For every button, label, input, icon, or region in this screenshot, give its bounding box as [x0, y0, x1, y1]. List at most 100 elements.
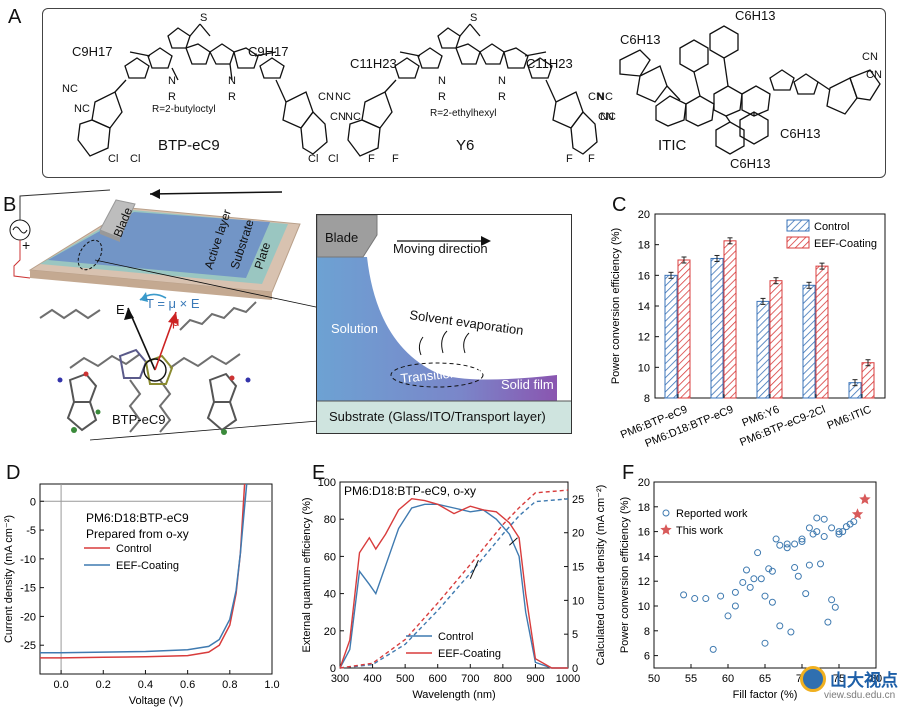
panel-label-f: F: [622, 462, 635, 484]
x-axis-label: Fill factor (%): [733, 689, 798, 701]
data-point: [724, 612, 732, 620]
panel-label-e: E: [312, 462, 326, 484]
n-label: N: [168, 75, 176, 87]
data-point: [820, 533, 828, 541]
x-tick-label: 900: [526, 673, 544, 685]
data-point: [783, 540, 791, 548]
field-vector-label: E: [116, 302, 125, 317]
y-tick-label: 10: [638, 601, 650, 613]
x-tick-label: 300: [331, 673, 349, 685]
legend-label: Reported work: [676, 508, 748, 520]
n-label: N: [438, 75, 446, 87]
data-point: [731, 602, 739, 610]
data-point: [761, 639, 769, 647]
nc-label: NC: [74, 103, 90, 115]
y-tick-label: 12: [638, 576, 650, 588]
data-point: [691, 595, 699, 603]
x-axis-label: Wavelength (nm): [412, 689, 495, 701]
nc-label: NC: [62, 83, 78, 95]
n-label: N: [228, 75, 236, 87]
legend-label: EEF-Coating: [814, 238, 877, 250]
eqe-curve: [339, 503, 568, 669]
data-point-star: [851, 508, 864, 520]
data-point: [824, 618, 832, 626]
data-point: [787, 628, 795, 636]
y-tick-label: 0: [30, 496, 36, 508]
data-point: [828, 524, 836, 532]
halogen-label: F: [566, 153, 573, 165]
x-tick-label: 1000: [556, 673, 580, 685]
eqe-curve: [339, 497, 568, 669]
r-label: R: [168, 91, 176, 103]
x-tick-label: 600: [429, 673, 447, 685]
data-point: [791, 564, 799, 572]
nc-label: NC: [335, 91, 351, 103]
y-tick-label: 40: [324, 589, 336, 601]
legend-label: EEF-Coating: [116, 560, 179, 572]
r-label: R: [228, 91, 236, 103]
data-point: [709, 645, 717, 653]
bar: [664, 274, 678, 399]
data-point: [702, 595, 710, 603]
alkyl-chain-label: C9H17: [248, 44, 288, 59]
nc-label: NC: [597, 91, 613, 103]
y-tick-label: 10: [638, 362, 650, 374]
data-point: [739, 578, 747, 586]
halogen-label: Cl: [130, 153, 140, 165]
panel-b-inset-drawing: Blade Moving direction Solution Solvent …: [317, 215, 571, 433]
solvent-evaporation-label: Solvent evaporation: [409, 307, 525, 338]
y-tick-label: 16: [638, 270, 650, 282]
panel-a-frame: [42, 8, 886, 178]
atom-label: S: [470, 12, 477, 24]
alkyl-chain-label: C11H23: [526, 56, 573, 71]
y-tick-label: 8: [644, 626, 650, 638]
alkyl-chain-label: C11H23: [350, 56, 397, 71]
cn-label: CN: [862, 51, 878, 63]
y-axis-label: Power conversion efficiency (%): [610, 228, 622, 384]
y-tick-label: 14: [638, 551, 650, 563]
bar: [677, 259, 691, 399]
x-tick-label: PM6:ITIC: [826, 404, 874, 433]
atom-label: S: [200, 12, 207, 24]
y-axis-label: Power conversion efficiency (%): [619, 497, 631, 653]
x-tick-label: 0.0: [53, 679, 68, 691]
chart-e-eqe: 300 400 500 600 700 800 900 1000020406080100051…: [301, 477, 607, 701]
y2-tick-label: 0: [572, 663, 578, 675]
data-point: [798, 538, 806, 546]
annotation: PM6:D18:BTP-eC9: [86, 511, 189, 525]
molecule-name: ITIC: [658, 137, 686, 154]
y-tick-label: 8: [644, 393, 650, 405]
x-tick-label: 55: [685, 673, 697, 685]
cn-label: CN: [318, 91, 334, 103]
data-point: [798, 535, 806, 543]
y-tick-label: -20: [20, 611, 36, 623]
data-point: [746, 583, 754, 591]
data-point: [731, 588, 739, 596]
chart-f-scatter: 5055606570758068101214161820Fill factor …: [619, 477, 882, 701]
chart-d-jv-curves: 0.0 0.2 0.4 0.6 0.8 1.0 0 -5 -10 -15 -20 -25 Voltage…: [3, 483, 280, 707]
nc-label: NC: [345, 111, 361, 123]
alkyl-chain-label: C6H13: [730, 156, 770, 171]
solution-label: Solution: [331, 321, 378, 336]
plus-sign: +: [22, 237, 30, 253]
y2-tick-label: 10: [572, 595, 584, 607]
y-tick-label: 20: [638, 477, 650, 489]
data-point: [717, 592, 725, 600]
data-point: [850, 518, 858, 526]
x-tick-label: 1.0: [264, 679, 279, 691]
alkyl-chain-label: C6H13: [735, 8, 775, 23]
panel-a-structures: S S NC NC CN CN NC NC CN CN NC NC CN CN …: [62, 8, 882, 171]
x-tick-label: 0.4: [138, 679, 153, 691]
y-tick-label: 20: [638, 209, 650, 221]
x-tick-label: 0.2: [96, 679, 111, 691]
legend-label: EEF-Coating: [438, 648, 501, 660]
legend-label: Control: [438, 631, 473, 643]
x-axis-label: Voltage (V): [129, 695, 183, 707]
y-tick-label: 14: [638, 301, 650, 313]
y2-tick-label: 20: [572, 528, 584, 540]
y-axis-label: Current density (mA cm⁻²): [3, 515, 15, 643]
y-tick-label: -15: [20, 583, 36, 595]
data-point: [680, 591, 688, 599]
cn-label: CN: [598, 111, 614, 123]
data-point: [750, 575, 758, 583]
